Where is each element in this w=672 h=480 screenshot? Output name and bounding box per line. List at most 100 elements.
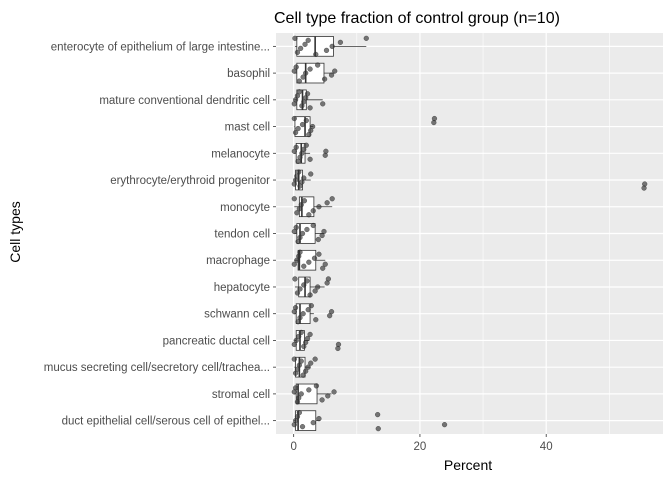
x-axis-title: Percent xyxy=(444,457,492,473)
data-point xyxy=(303,368,309,374)
data-point xyxy=(296,333,302,340)
data-point xyxy=(297,234,303,241)
data-point xyxy=(329,43,335,49)
data-point xyxy=(304,226,310,233)
data-point xyxy=(307,156,313,162)
data-point xyxy=(299,424,306,430)
data-point xyxy=(315,284,321,290)
data-point xyxy=(441,422,448,428)
data-point xyxy=(293,64,299,70)
data-point xyxy=(323,47,330,53)
data-point xyxy=(301,146,307,152)
data-point xyxy=(307,66,313,72)
y-tick-label: tendon cell xyxy=(214,229,270,241)
data-point xyxy=(297,249,303,255)
data-point xyxy=(292,305,299,311)
data-point xyxy=(297,286,303,292)
data-point xyxy=(306,259,312,265)
data-point xyxy=(298,391,304,397)
data-point xyxy=(335,341,342,348)
y-tick-label: schwann cell xyxy=(204,309,270,321)
data-point xyxy=(304,91,311,97)
data-point xyxy=(301,263,307,269)
data-point xyxy=(298,202,304,208)
data-point xyxy=(310,123,316,130)
data-point xyxy=(296,395,302,401)
data-point xyxy=(304,278,310,284)
data-point xyxy=(298,329,304,336)
data-point xyxy=(375,426,381,432)
data-point xyxy=(642,181,648,187)
data-point xyxy=(316,416,322,422)
data-point xyxy=(316,251,322,257)
data-point xyxy=(299,121,306,128)
data-point xyxy=(296,169,302,175)
data-point xyxy=(312,288,318,294)
data-point xyxy=(304,335,311,342)
data-point xyxy=(291,196,297,202)
data-point xyxy=(322,261,328,267)
data-point xyxy=(297,315,303,321)
y-tick-label: mast cell xyxy=(225,122,270,134)
point-layer xyxy=(291,35,648,432)
data-point xyxy=(337,39,343,45)
data-point xyxy=(363,35,369,41)
data-point xyxy=(325,276,331,282)
data-point xyxy=(294,210,300,216)
data-point xyxy=(303,142,309,148)
data-point xyxy=(294,49,301,55)
x-axis: 0 20 40 xyxy=(290,434,553,453)
data-point xyxy=(301,175,307,181)
data-point xyxy=(298,45,304,51)
data-point xyxy=(306,387,312,393)
y-tick-label: duct epithelial cell/serous cell of epit… xyxy=(62,416,270,428)
y-tick-label: enterocyte of epithelium of large intest… xyxy=(51,41,270,53)
data-point xyxy=(305,307,311,313)
data-point xyxy=(328,309,335,315)
data-point xyxy=(300,74,306,80)
data-point xyxy=(324,200,330,206)
y-axis: enterocyte of epithelium of large intest… xyxy=(44,41,276,428)
box-iqr xyxy=(295,383,318,405)
data-point xyxy=(291,261,297,267)
data-point xyxy=(303,70,309,76)
data-point xyxy=(311,255,318,261)
data-point xyxy=(295,125,301,132)
y-tick-label: monocyte xyxy=(220,202,270,214)
data-point xyxy=(296,410,302,416)
data-point xyxy=(320,265,326,271)
data-point xyxy=(301,282,307,288)
y-tick-label: hepatocyte xyxy=(214,282,270,294)
data-point xyxy=(299,230,306,237)
data-point xyxy=(293,144,299,150)
data-point xyxy=(375,412,381,418)
data-point xyxy=(308,303,314,309)
data-point xyxy=(307,105,313,111)
data-point xyxy=(306,212,312,218)
data-point xyxy=(310,420,316,426)
data-point xyxy=(293,224,299,231)
data-point xyxy=(291,356,297,362)
data-point xyxy=(296,78,302,84)
data-point xyxy=(303,117,309,124)
data-point xyxy=(305,364,311,370)
data-point xyxy=(300,311,306,317)
data-point xyxy=(305,37,311,43)
data-point xyxy=(308,360,314,366)
data-point xyxy=(329,196,335,202)
data-point xyxy=(292,276,298,282)
data-point xyxy=(316,204,322,210)
major-grid xyxy=(276,33,663,434)
y-tick-label: mucus secreting cell/secretory cell/trac… xyxy=(44,362,270,374)
data-point xyxy=(310,208,316,214)
data-point xyxy=(315,236,321,243)
data-point xyxy=(323,148,329,154)
data-point xyxy=(308,171,314,177)
y-tick-label: macrophage xyxy=(206,255,270,267)
data-point xyxy=(307,292,313,298)
data-point xyxy=(300,372,306,378)
data-point xyxy=(325,393,331,399)
data-point xyxy=(320,101,326,107)
data-point xyxy=(431,115,438,122)
